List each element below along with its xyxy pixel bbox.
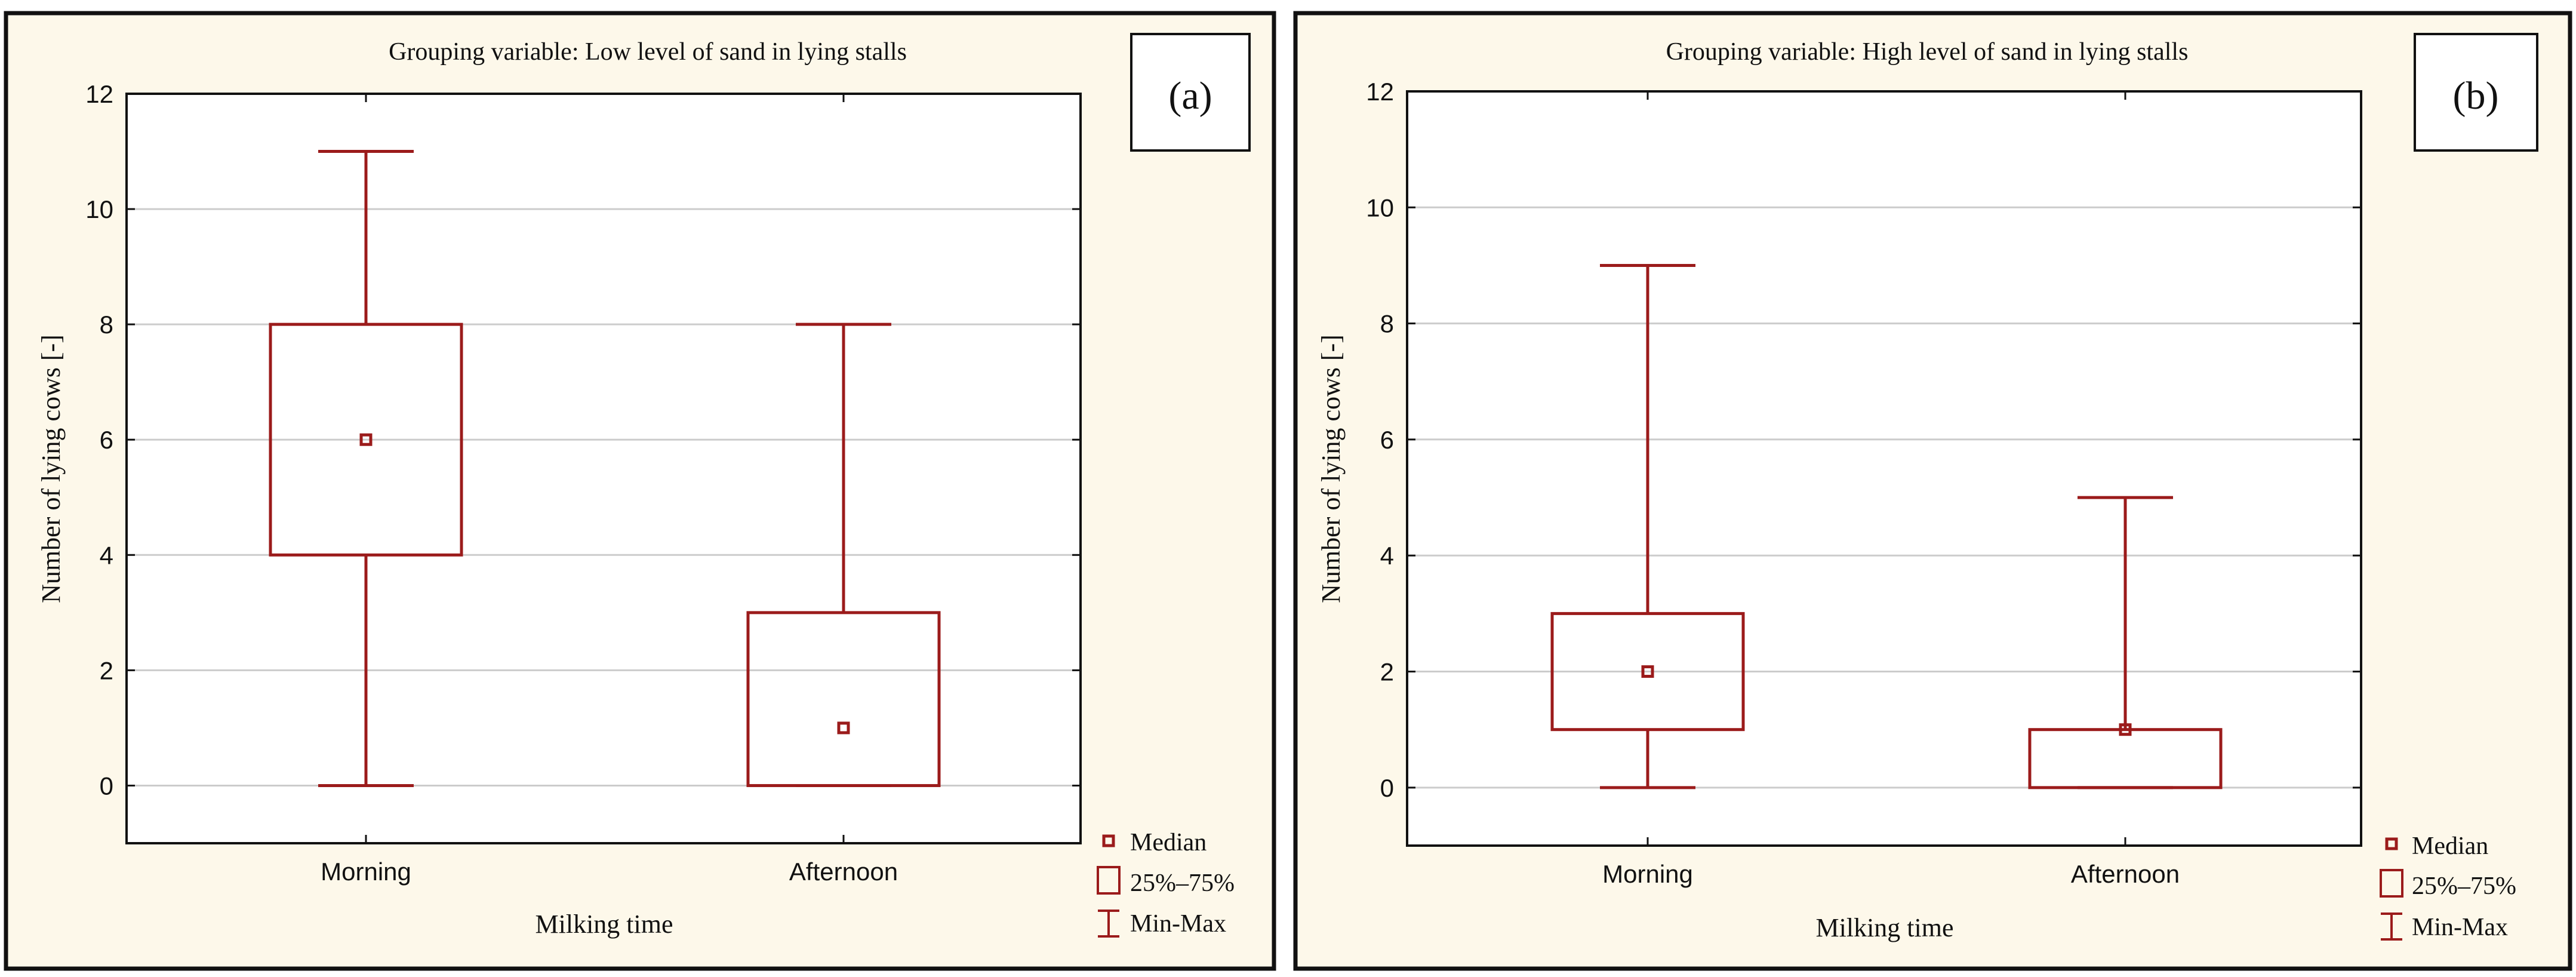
panel-b-y-ticks: 0 2 4 6 8 10 12 <box>1366 78 2361 802</box>
panel-b-plot-frame <box>1406 90 2362 847</box>
x-tick-label: Afternoon <box>789 858 898 886</box>
y-tick-label: 6 <box>1380 426 1394 454</box>
panel-b-legend-whisker-label: Min-Max <box>2412 914 2508 941</box>
iqr-box <box>746 611 941 787</box>
panel-a-border <box>4 11 1276 971</box>
panel-a-legend-median-label: Median <box>1130 829 1207 856</box>
panel-a-y-ticks: 0 2 4 6 8 10 12 <box>85 80 1081 800</box>
panel-a-tag-box <box>1130 33 1251 152</box>
panel-a-legend: Median 25%–75% Min-Max <box>1097 829 1235 938</box>
x-tick-label: Afternoon <box>2071 860 2180 888</box>
y-tick-label: 12 <box>1366 78 1394 106</box>
panel-a-x-axis-label: Milking time <box>535 910 673 939</box>
panel-a: 0 2 4 6 8 10 12 Morning Afternoon Grouping vari… <box>4 11 1276 971</box>
panel-a-legend-box-icon <box>1097 866 1121 895</box>
iqr-box <box>269 322 463 557</box>
panel-b-title: Grouping variable: High level of sand in… <box>1666 38 2189 66</box>
iqr-box <box>2028 728 2223 789</box>
panel-b-plot-area <box>1407 91 2361 846</box>
iqr-box <box>1550 612 1745 732</box>
panel-a-y-axis-label: Number of lying cows [-] <box>36 334 66 603</box>
panel-b-boxes <box>1550 263 2223 789</box>
panel-a-legend-whisker-label: Min-Max <box>1130 910 1226 938</box>
panel-b-legend: Median 25%–75% Min-Max <box>2380 832 2516 941</box>
panel-a-legend-box-label: 25%–75% <box>1130 870 1235 897</box>
panel-a-legend-whisker-icon <box>1098 910 1119 938</box>
y-tick-label: 12 <box>85 80 113 108</box>
y-tick-label: 6 <box>100 426 113 454</box>
panel-a-x-ticks: Morning Afternoon <box>321 94 898 886</box>
panel-a-plot-area <box>127 94 1081 843</box>
panel-b: 0 2 4 6 8 10 12 Morning Afternoon Grouping vari… <box>1293 11 2572 971</box>
median-marker <box>359 433 373 446</box>
panel-b-legend-box-icon <box>2380 869 2403 898</box>
median-marker <box>837 721 850 735</box>
y-tick-label: 2 <box>1380 658 1394 686</box>
panel-a-legend-median-icon <box>1102 834 1115 847</box>
y-tick-label: 8 <box>1380 310 1394 338</box>
panel-b-legend-median-label: Median <box>2412 832 2488 860</box>
panel-a-plot-frame <box>125 93 1082 844</box>
x-tick-label: Morning <box>1602 860 1693 888</box>
median-marker <box>1641 665 1654 678</box>
panel-b-y-axis-label: Number of lying cows [-] <box>1316 334 1346 603</box>
y-tick-label: 2 <box>100 656 113 684</box>
panel-b-tag: (b) <box>2414 33 2538 152</box>
y-tick-label: 4 <box>100 541 113 569</box>
panel-b-x-axis-label: Milking time <box>1816 913 1954 942</box>
y-tick-label: 10 <box>85 195 113 223</box>
y-tick-label: 10 <box>1366 193 1394 222</box>
panel-b-legend-median-icon <box>2385 837 2398 850</box>
panel-b-x-ticks: Morning Afternoon <box>1602 91 2180 888</box>
x-tick-label: Morning <box>321 858 411 886</box>
y-tick-label: 4 <box>1380 542 1394 570</box>
median-marker <box>2119 723 2132 736</box>
panel-b-legend-whisker-icon <box>2381 913 2402 941</box>
panel-a-boxes <box>269 150 941 787</box>
panel-b-legend-box-label: 25%–75% <box>2412 872 2516 900</box>
panel-b-tag-box <box>2414 33 2538 152</box>
panel-a-tag-label: (a) <box>1168 74 1212 118</box>
panel-b-tag-label: (b) <box>2453 74 2499 118</box>
panel-a-title: Grouping variable: Low level of sand in … <box>389 38 907 66</box>
panel-b-border <box>1293 11 2572 971</box>
y-tick-label: 8 <box>100 311 113 339</box>
y-tick-label: 0 <box>1380 774 1394 802</box>
panel-a-tag: (a) <box>1130 33 1251 152</box>
y-tick-label: 0 <box>100 772 113 800</box>
